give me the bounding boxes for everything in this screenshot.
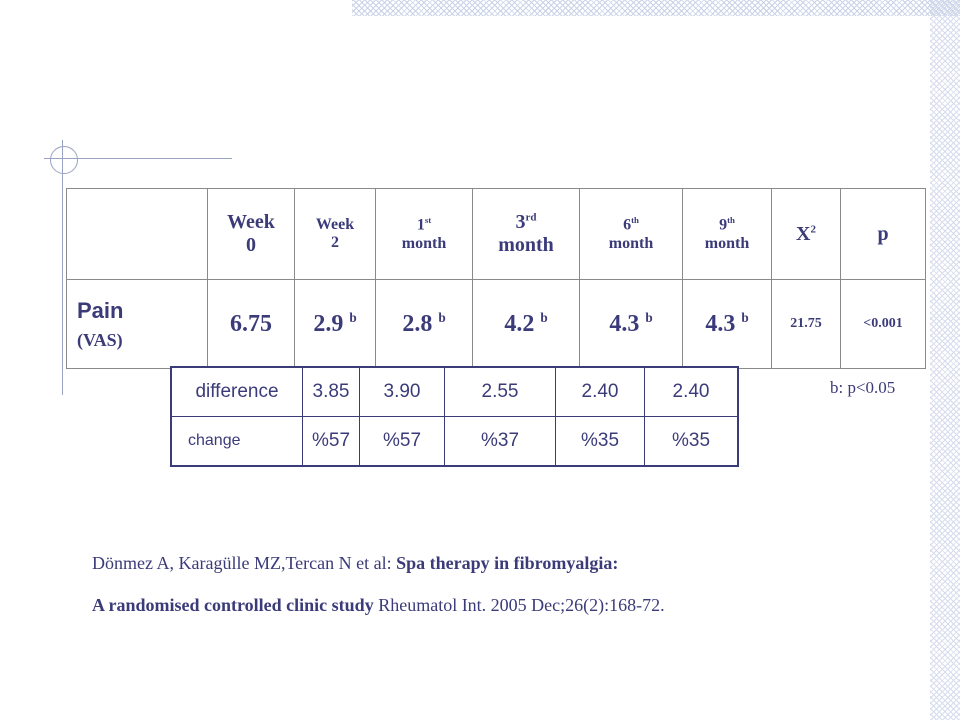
pain-value-chi-square: 21.75: [771, 279, 841, 369]
value-sup: b: [438, 310, 446, 325]
header-sup: 2: [810, 222, 816, 235]
decorative-rule-vertical: [62, 140, 63, 395]
pain-value-week-2: 2.9 b: [294, 279, 376, 369]
value-text: 6.75: [230, 310, 272, 337]
change-value: %37: [444, 416, 556, 467]
header-label: 1: [416, 216, 425, 234]
value-text: 21.75: [790, 316, 822, 331]
change-value: %35: [555, 416, 645, 467]
value-sup: b: [645, 310, 653, 325]
header-label: Week: [315, 216, 355, 233]
difference-value: 2.40: [555, 366, 645, 417]
header-label: month: [608, 234, 654, 252]
decorative-hatch-top: [352, 0, 960, 16]
citation-line-1: Dönmez A, Karagülle MZ,Tercan N et al: S…: [92, 542, 912, 584]
header-label: month: [401, 234, 447, 252]
pain-value-3rd-month: 4.2 b: [472, 279, 580, 369]
header-6th-month: 6th month: [579, 188, 683, 280]
change-row: change %57 %57 %37 %35 %35: [170, 416, 739, 467]
difference-value: 3.90: [359, 366, 445, 417]
value-text: 2.8: [402, 311, 433, 337]
value-text: 4.2: [504, 311, 535, 337]
header-week-2: Week 2: [294, 188, 376, 280]
header-chi-square: X2: [771, 188, 841, 280]
header-week-0: Week 0: [207, 188, 295, 280]
pain-sublabel: (VAS): [77, 329, 123, 350]
header-label: 6: [623, 216, 632, 234]
header-sup: th: [727, 215, 735, 226]
value-text: 4.3: [705, 311, 736, 337]
value-sup: b: [540, 310, 548, 325]
header-sup: st: [424, 215, 432, 226]
pain-value-6th-month: 4.3 b: [579, 279, 683, 369]
change-value: %57: [302, 416, 360, 467]
decorative-hatch-right: [930, 0, 960, 720]
header-3rd-month: 3rd month: [472, 188, 580, 280]
pain-row-label: Pain (VAS): [66, 279, 208, 369]
citation-authors: Dönmez A, Karagülle MZ,Tercan N et al:: [92, 553, 397, 573]
pain-value-week-0: 6.75: [207, 279, 295, 369]
change-label: change: [170, 416, 303, 467]
citation-source: Rheumatol Int. 2005 Dec;26(2):168-72.: [373, 595, 665, 615]
value-sup: b: [349, 310, 357, 325]
header-label: 0: [246, 234, 256, 256]
value-text: <0.001: [863, 316, 903, 331]
pain-row: Pain (VAS) 6.75 2.9 b 2.8 b 4.2 b 4.3 b …: [66, 279, 926, 369]
difference-table: difference 3.85 3.90 2.55 2.40 2.40 chan…: [170, 366, 739, 467]
pain-value-p: <0.001: [840, 279, 926, 369]
pain-value-9th-month: 4.3 b: [682, 279, 772, 369]
difference-label: difference: [170, 366, 303, 417]
citation-line-2: A randomised controlled clinic study Rhe…: [92, 584, 912, 626]
difference-value: 2.55: [444, 366, 556, 417]
value-sup: b: [741, 310, 749, 325]
decorative-crosshair-circle: [50, 146, 78, 174]
citation-title-part-1: Spa therapy in fibromyalgia:: [396, 553, 619, 573]
value-text: 2.9: [313, 311, 344, 337]
header-p: p: [840, 188, 926, 280]
change-value: %35: [644, 416, 739, 467]
header-label: month: [498, 234, 554, 256]
header-label: month: [704, 234, 750, 252]
header-label: p: [877, 222, 889, 245]
pain-value-1st-month: 2.8 b: [375, 279, 473, 369]
header-label: 3: [515, 211, 526, 233]
header-empty-cell: [66, 188, 208, 280]
header-row: Week 0 Week 2 1st month 3rd month 6th mo…: [66, 188, 926, 280]
pain-title: Pain: [77, 297, 124, 323]
difference-value: 2.40: [644, 366, 739, 417]
change-value: %57: [359, 416, 445, 467]
citation: Dönmez A, Karagülle MZ,Tercan N et al: S…: [92, 542, 912, 626]
citation-title-part-2: A randomised controlled clinic study: [92, 595, 374, 615]
significance-note: b: p<0.05: [830, 378, 896, 397]
header-sup: rd: [525, 211, 537, 224]
difference-row: difference 3.85 3.90 2.55 2.40 2.40: [170, 366, 739, 417]
header-label: Week: [227, 211, 275, 233]
value-text: 4.3: [609, 311, 640, 337]
header-label: 2: [331, 234, 339, 251]
header-1st-month: 1st month: [375, 188, 473, 280]
header-9th-month: 9th month: [682, 188, 772, 280]
results-table: Week 0 Week 2 1st month 3rd month 6th mo…: [66, 188, 926, 369]
difference-value: 3.85: [302, 366, 360, 417]
header-label: 9: [719, 216, 728, 234]
decorative-rule-horizontal: [44, 158, 232, 159]
header-sup: th: [631, 215, 639, 226]
header-label: X: [796, 222, 811, 245]
